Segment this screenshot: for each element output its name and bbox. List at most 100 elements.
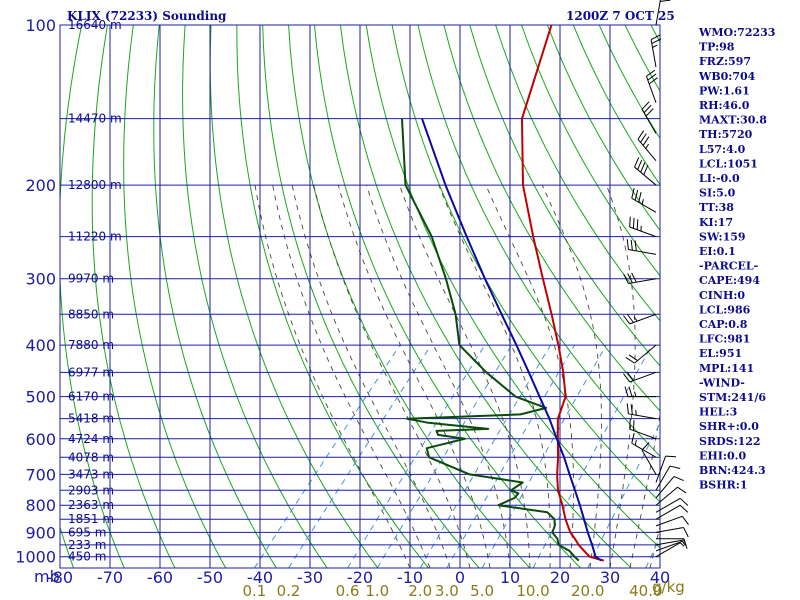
chart-time: 1200Z 7 OCT 25: [566, 9, 675, 23]
height-label: 12800 m: [68, 178, 122, 192]
temperature-tick-label: -20: [347, 568, 373, 587]
mixing-ratio-label: 2.0: [408, 582, 432, 600]
dry-adiabat-line: [236, 25, 429, 568]
mixing-ratio-labels: 0.1 0.2 0.6 1.0 2.0 3.0 5.0 10.0 20.0 40.0: [243, 582, 663, 600]
wind-barb: [629, 418, 657, 440]
moist-adiabat-line: [366, 184, 511, 568]
stat-item: SRDS:122: [699, 435, 761, 448]
mixing-ratio-line: [288, 344, 432, 568]
temperature-tick-label: 40: [650, 568, 670, 587]
height-label: 6977 m: [68, 365, 114, 379]
plot-frame: [59, 24, 661, 569]
moist-adiabat-line: [629, 411, 660, 568]
pressure-tick-label: 100: [25, 16, 56, 35]
temperature-tick-label: 30: [600, 568, 620, 587]
mixing-ratio-label: 0.2: [277, 582, 301, 600]
dry-adiabat-line: [91, 25, 176, 568]
wind-barb: [631, 432, 657, 458]
temperature-tick-label: -30: [297, 568, 323, 587]
mixing-ratio-label: 3.0: [435, 582, 459, 600]
wind-barb: [655, 486, 687, 506]
wind-barb: [641, 442, 657, 475]
stat-item: TP:98: [699, 41, 735, 54]
wind-barb: [655, 465, 681, 491]
temperature-tick-label: -10: [397, 568, 423, 587]
mixing-ratio-label: 1.0: [365, 582, 389, 600]
dry-adiabat-line: [60, 25, 125, 568]
stat-item: TT:38: [699, 201, 734, 214]
stat-item: TH:5720: [699, 128, 753, 141]
moist-adiabat-line: [272, 185, 431, 568]
height-label: 6170 m: [68, 390, 114, 404]
mixing-ratio-label: 40.0: [629, 582, 662, 600]
pressure-labels: 100 200 300 400 500 600 700 800 900 1000: [15, 16, 56, 567]
mixing-ratio-unit: g/kg: [652, 578, 685, 596]
moist-adiabats: [254, 184, 660, 568]
height-label: 2363 m: [68, 498, 114, 512]
stat-item: EL:951: [699, 347, 742, 360]
stat-item: BSHR:1: [699, 479, 748, 492]
stat-item: EI:0.1: [699, 245, 736, 258]
height-label: 4724 m: [68, 432, 114, 446]
wind-barb: [655, 455, 677, 483]
dry-adiabat-line: [60, 525, 75, 568]
mixing-ratio-line: [481, 344, 607, 568]
temperature-tick-label: 0: [455, 568, 465, 587]
wind-barb: [637, 130, 657, 162]
mixing-ratio-label: 20.0: [571, 582, 604, 600]
wind-barb: [655, 475, 684, 499]
dry-adiabat-line: [209, 25, 379, 568]
wind-barb: [626, 239, 657, 255]
stat-item: SW:159: [699, 230, 746, 243]
dry-adiabat-line: [469, 25, 660, 367]
dry-adiabat-line: [391, 25, 660, 503]
parcel-trace: [421, 118, 602, 562]
height-label: 4078 m: [68, 450, 114, 464]
stat-item: L57:4.0: [699, 143, 746, 156]
pressure-tick-label: 600: [25, 430, 56, 449]
wind-barb: [626, 403, 657, 420]
dry-adiabat-line: [365, 25, 660, 549]
pressure-tick-label: 700: [25, 465, 56, 484]
stat-item: LCL:986: [699, 303, 751, 316]
mixing-ratio-line: [347, 344, 486, 568]
dry-adiabat-line: [153, 25, 277, 568]
wind-barb: [656, 538, 688, 549]
temperature-tick-label: -80: [47, 568, 73, 587]
stat-item: HEL:3: [699, 406, 737, 419]
temperature-tick-label: 10: [500, 568, 520, 587]
dry-adiabat-line: [417, 25, 660, 457]
height-label: 11220 m: [68, 230, 122, 244]
stat-item: MPL:141: [699, 362, 754, 375]
temperature-tick-label: -40: [247, 568, 273, 587]
sounding-traces: [401, 25, 605, 562]
stat-item: CAPE:494: [699, 274, 760, 287]
dry-adiabat-line: [495, 25, 660, 322]
mixing-ratio-line: [532, 344, 653, 568]
height-label: 1851 m: [68, 512, 114, 526]
mixing-ratio-line: [376, 344, 513, 568]
wind-barb: [655, 497, 689, 513]
height-label: 2903 m: [68, 483, 114, 497]
wind-barb: [629, 216, 657, 238]
stat-item: -WIND-: [699, 376, 745, 389]
stat-item: EHI:0.0: [699, 449, 746, 462]
temperature-tick-label: -50: [197, 568, 223, 587]
wind-barb: [623, 371, 657, 383]
moist-adiabat-line: [337, 184, 491, 568]
stat-item: STM:241/6: [699, 391, 766, 404]
stat-item: SI:5.0: [699, 187, 736, 200]
stat-item: BRN:424.3: [699, 464, 766, 477]
stat-item: WB0:704: [698, 70, 756, 83]
mixing-ratio-label: 10.0: [516, 582, 549, 600]
dry-adiabat-line: [182, 25, 328, 568]
stat-item: LFC:981: [699, 333, 750, 346]
wind-barbs: [623, 0, 689, 558]
wind-barb: [624, 386, 656, 398]
moist-adiabat-line: [399, 184, 531, 568]
stat-item: LCL:1051: [699, 157, 758, 170]
temperature-labels: -80 -70 -60 -50 -40 -30 -20 -10 0 10 20 30 40: [47, 568, 670, 587]
height-label: 8850 m: [68, 307, 114, 321]
